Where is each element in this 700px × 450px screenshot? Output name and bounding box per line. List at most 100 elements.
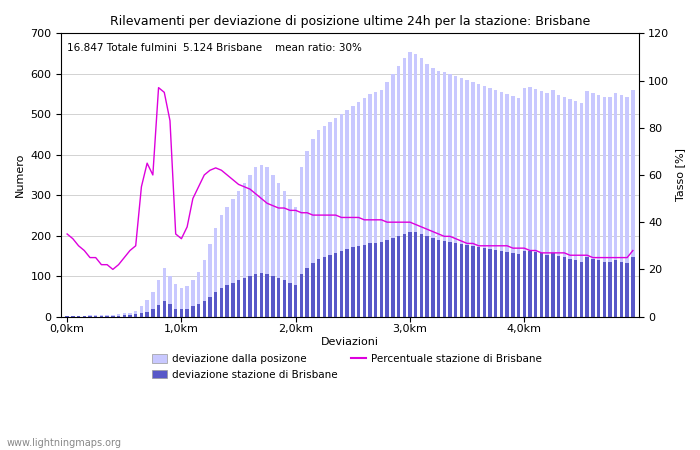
Bar (608, 261, 612, 317)
Bar (277, 183, 280, 317)
Y-axis label: Numero: Numero (15, 153, 25, 197)
Bar (374, 243, 377, 317)
Bar (134, 310, 137, 317)
Bar (603, 97, 606, 317)
Bar (511, 252, 514, 317)
Bar (374, 92, 377, 317)
Bar (231, 283, 234, 317)
Bar (363, 244, 366, 317)
Bar (317, 259, 321, 317)
Bar (626, 263, 629, 317)
Bar (466, 80, 469, 317)
Bar (168, 276, 172, 317)
Bar (631, 90, 635, 317)
Bar (99, 315, 103, 317)
Bar (323, 126, 326, 317)
Bar (248, 175, 252, 317)
Bar (368, 94, 372, 317)
Bar (563, 97, 566, 317)
Bar (420, 58, 423, 317)
Bar (209, 244, 211, 317)
Bar (505, 252, 509, 317)
Bar (442, 240, 446, 317)
Bar (489, 88, 491, 317)
Bar (122, 313, 126, 317)
Bar (466, 244, 469, 317)
Bar (243, 183, 246, 317)
Bar (379, 90, 383, 317)
Bar (271, 175, 274, 317)
Bar (545, 255, 549, 317)
Bar (386, 240, 389, 317)
Bar (534, 252, 538, 317)
Bar (283, 191, 286, 317)
Bar (620, 95, 623, 317)
Bar (340, 114, 343, 317)
Bar (357, 102, 360, 317)
Bar (540, 91, 543, 317)
Bar (631, 256, 635, 317)
Bar (117, 316, 120, 317)
Bar (225, 285, 229, 317)
Bar (209, 297, 211, 317)
Bar (448, 242, 452, 317)
Bar (597, 260, 601, 317)
Y-axis label: Tasso [%]: Tasso [%] (675, 148, 685, 202)
Bar (265, 167, 269, 317)
Bar (151, 309, 155, 317)
Bar (585, 256, 589, 317)
Bar (482, 86, 486, 317)
Bar (471, 246, 475, 317)
Bar (323, 256, 326, 317)
Bar (402, 234, 406, 317)
Bar (477, 247, 480, 317)
Bar (162, 301, 166, 317)
Bar (65, 316, 69, 317)
Bar (71, 316, 74, 317)
Bar (614, 260, 617, 317)
Bar (311, 139, 314, 317)
Bar (414, 54, 417, 317)
Bar (151, 292, 155, 317)
Bar (431, 68, 435, 317)
Bar (585, 91, 589, 317)
Bar (442, 72, 446, 317)
Bar (260, 165, 263, 317)
Bar (134, 314, 137, 317)
X-axis label: Deviazioni: Deviazioni (321, 337, 379, 347)
Bar (523, 251, 526, 317)
Bar (534, 89, 538, 317)
Bar (500, 92, 503, 317)
Bar (186, 286, 189, 317)
Bar (146, 301, 149, 317)
Bar (157, 305, 160, 317)
Bar (202, 301, 206, 317)
Bar (191, 280, 195, 317)
Bar (568, 259, 572, 317)
Bar (197, 272, 200, 317)
Bar (574, 101, 578, 317)
Bar (328, 255, 332, 317)
Bar (305, 151, 309, 317)
Bar (334, 252, 337, 317)
Bar (174, 284, 177, 317)
Bar (83, 316, 86, 317)
Bar (128, 313, 132, 317)
Bar (180, 288, 183, 317)
Bar (77, 316, 80, 317)
Bar (540, 253, 543, 317)
Bar (414, 233, 417, 317)
Bar (214, 228, 218, 317)
Bar (214, 292, 218, 317)
Text: 16.847 Totale fulmini: 16.847 Totale fulmini (67, 43, 177, 53)
Bar (288, 199, 292, 317)
Bar (351, 247, 355, 317)
Bar (122, 315, 126, 317)
Bar (426, 236, 429, 317)
Bar (505, 94, 509, 317)
Bar (614, 93, 617, 317)
Bar (106, 315, 108, 317)
Bar (568, 99, 572, 317)
Bar (328, 122, 332, 317)
Bar (608, 97, 612, 317)
